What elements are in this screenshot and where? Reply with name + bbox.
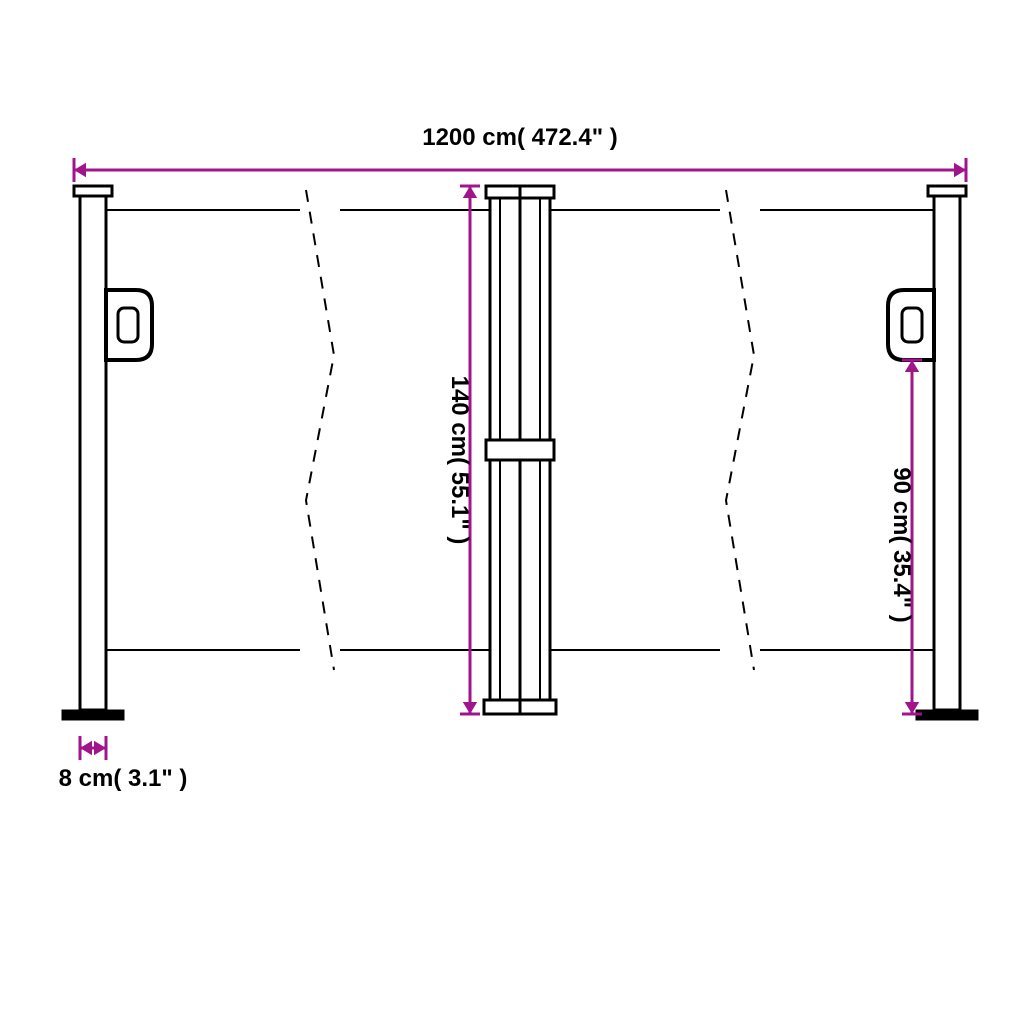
product-outline xyxy=(62,186,978,720)
dim-height: 140 cm( 55.1" ) xyxy=(446,376,473,545)
dim-handle-height: 90 cm( 35.4" ) xyxy=(888,467,915,622)
dim-total-width: 1200 cm( 472.4" ) xyxy=(422,124,618,151)
dim-post-width: 8 cm( 3.1" ) xyxy=(59,765,188,792)
